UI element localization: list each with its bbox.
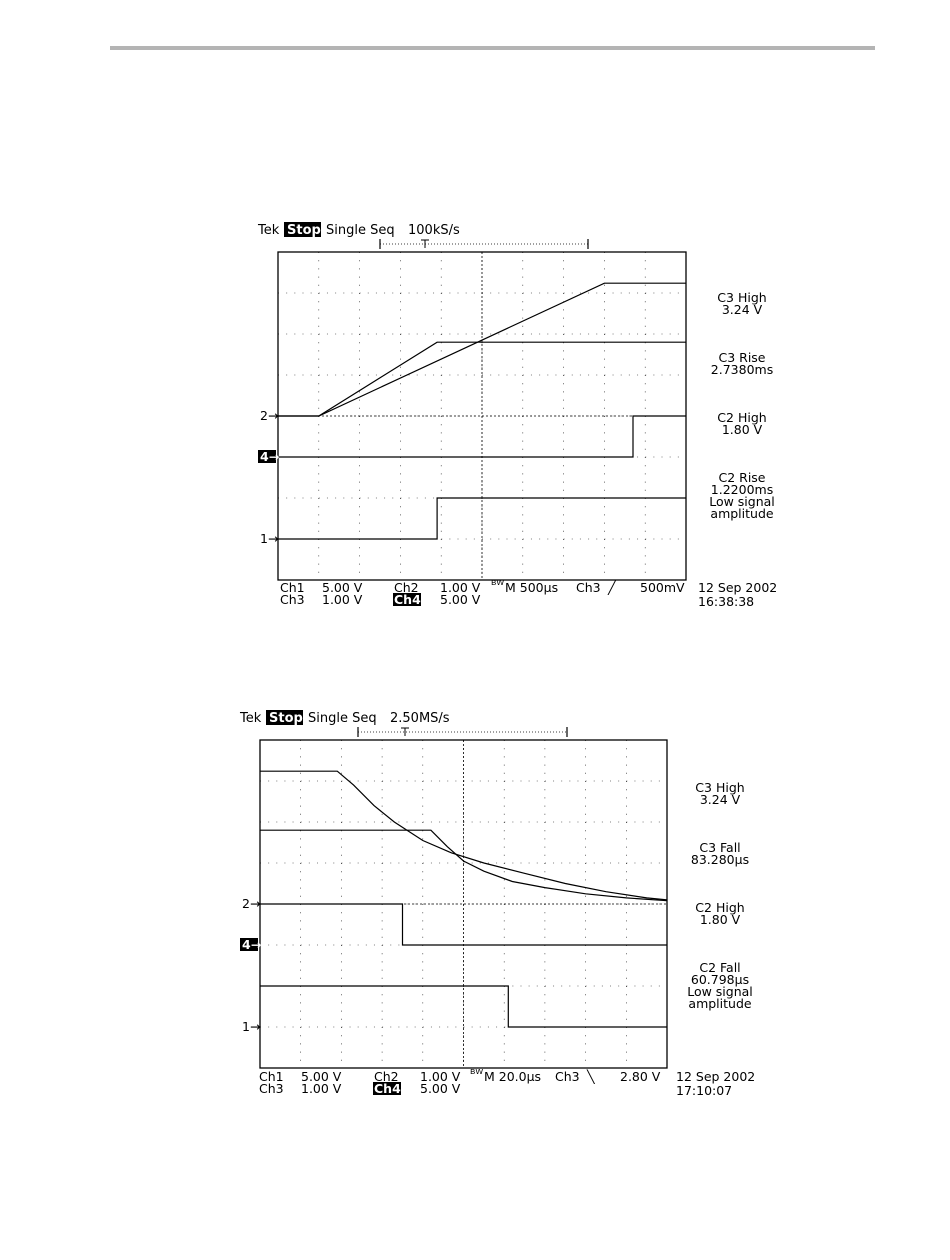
header-brand: Tek: [257, 223, 280, 238]
bandwidth-icon: ᴮᵂ: [470, 1066, 483, 1081]
ch4-footer-box: [393, 593, 421, 606]
bandwidth-icon: ᴮᵂ: [491, 577, 504, 592]
footer-trigger-source: Ch3: [555, 1069, 580, 1084]
trace-ch1: [260, 985, 667, 1028]
trigger-slope-icon: ╱: [607, 580, 617, 595]
footer-ch1-label: Ch1: [259, 1069, 284, 1084]
footer-ch4-label: Ch4: [394, 592, 421, 607]
readout-1-title: C3 Rise: [718, 350, 765, 365]
footer-ch2-scale: 1.00 V: [420, 1069, 461, 1084]
readout-2-value: 1.80 V: [722, 422, 763, 437]
readout-2-title: C2 High: [717, 410, 766, 425]
readout-0-title: C3 High: [717, 290, 766, 305]
trigger-slope-icon: ╲: [586, 1069, 596, 1084]
readout-3-note2: amplitude: [710, 506, 773, 521]
readout-0-title: C3 High: [695, 780, 744, 795]
stop-badge: [266, 710, 303, 725]
trace-c2: [260, 829, 668, 902]
header-state: Stop:: [287, 223, 326, 238]
ch4-marker-box: [258, 450, 276, 463]
readout-3-title: C2 Rise: [718, 470, 765, 485]
footer-trigger-source: Ch3: [576, 580, 601, 595]
footer-ch1-label: Ch1: [280, 580, 305, 595]
readout-2-title: C2 High: [695, 900, 744, 915]
trace-c2: [278, 341, 686, 417]
readout-1-value: 2.7380ms: [711, 362, 773, 377]
readout-3-note2: amplitude: [688, 996, 751, 1011]
trace-ch1: [278, 497, 686, 540]
ch4-ground-marker: 4→: [260, 449, 279, 464]
stop-badge: [284, 222, 321, 237]
footer-ch1-scale: 5.00 V: [301, 1069, 342, 1084]
footer-trigger-level: 2.80 V: [620, 1069, 661, 1084]
header-sample-rate: 100kS/s: [408, 223, 460, 238]
ch2-ground-marker: 2→: [260, 408, 278, 423]
footer-ch3-scale: 1.00 V: [301, 1081, 342, 1096]
readout-3-note: Low signal: [709, 494, 775, 509]
footer-ch4-scale: 5.00 V: [420, 1081, 461, 1096]
ch4-footer-box: [373, 1082, 401, 1095]
header-sample-rate: 2.50MS/s: [390, 711, 450, 726]
header-mode: Single Seq: [308, 711, 377, 726]
readout-1-title: C3 Fall: [699, 840, 740, 855]
footer-time: 16:38:38: [698, 594, 754, 609]
footer-trigger-level: 500mV: [640, 580, 685, 595]
readout-0-value: 3.24 V: [722, 302, 763, 317]
page-top-rule: [110, 46, 875, 50]
footer-ch3-label: Ch3: [280, 592, 305, 607]
footer-time: 17:10:07: [676, 1083, 732, 1098]
ch1-ground-marker: 1→: [260, 531, 278, 546]
trace-c3: [260, 770, 668, 901]
ch1-ground-marker: 1→: [242, 1019, 260, 1034]
header-state: Stop:: [269, 711, 308, 726]
footer-ch2-label: Ch2: [394, 580, 419, 595]
footer-date: 12 Sep 2002: [698, 580, 777, 595]
readout-3-value: 1.2200ms: [711, 482, 773, 497]
footer-ch2-scale: 1.00 V: [440, 580, 481, 595]
ch4-ground-marker: 4→: [242, 937, 261, 952]
footer-timebase: M 20.0µs: [484, 1069, 541, 1084]
footer-ch4-label: Ch4: [374, 1081, 401, 1096]
ch2-ground-marker: 2→: [242, 896, 260, 911]
oscilloscope-capture-rise: Tek Stop: Single Seq 100kS/s 2→ 4→ 1→ C3 High3.…: [257, 222, 777, 609]
footer-timebase: M 500µs: [505, 580, 558, 595]
readout-3-title: C2 Fall: [699, 960, 740, 975]
trace-ch4: [260, 903, 667, 946]
header-brand: Tek: [239, 711, 262, 726]
readout-2-value: 1.80 V: [700, 912, 741, 927]
readout-3-value: 60.798µs: [691, 972, 749, 987]
readout-3-note: Low signal: [687, 984, 753, 999]
footer-ch3-label: Ch3: [259, 1081, 284, 1096]
footer-ch4-scale: 5.00 V: [440, 592, 481, 607]
footer-ch1-scale: 5.00 V: [322, 580, 363, 595]
footer-ch3-scale: 1.00 V: [322, 592, 363, 607]
readout-0-value: 3.24 V: [700, 792, 741, 807]
footer-ch2-label: Ch2: [374, 1069, 399, 1084]
footer-date: 12 Sep 2002: [676, 1069, 755, 1084]
header-mode: Single Seq: [326, 223, 395, 238]
readout-1-value: 83.280µs: [691, 852, 749, 867]
ch4-marker-box: [240, 938, 258, 951]
trace-ch4: [278, 415, 686, 458]
